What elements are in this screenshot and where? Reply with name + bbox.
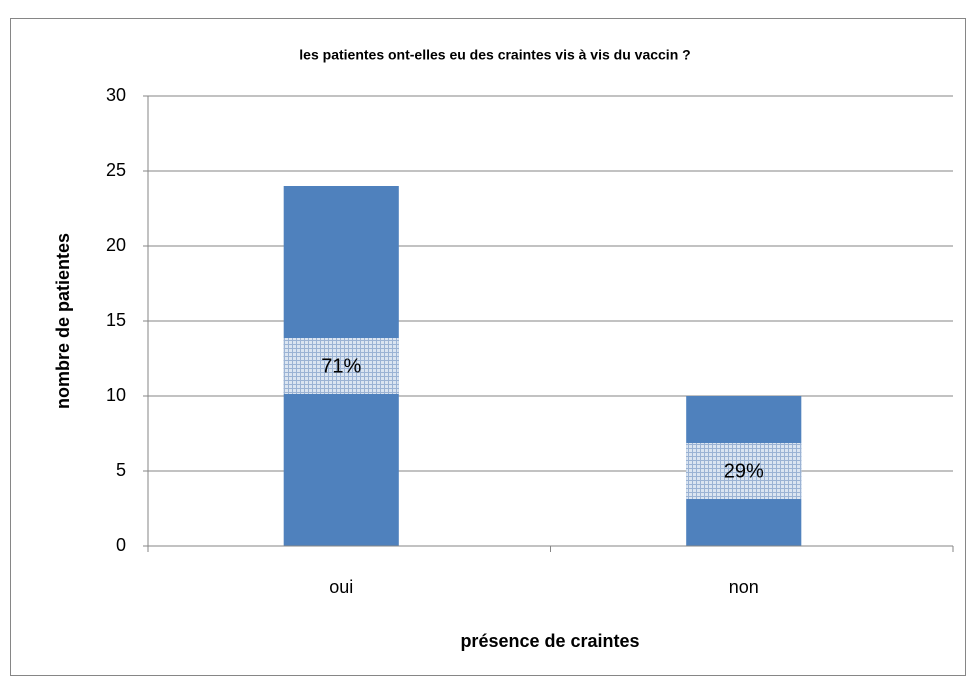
- label-background: [686, 443, 802, 499]
- y-tick-label: 25: [106, 160, 126, 180]
- data-label: 29%: [724, 460, 764, 482]
- y-tick-label: 5: [116, 460, 126, 480]
- y-tick-label: 10: [106, 385, 126, 405]
- chart-title: les patientes ont-elles eu des craintes …: [299, 47, 690, 63]
- data-label: 71%: [321, 355, 361, 377]
- y-tick-label: 15: [106, 310, 126, 330]
- y-tick-label: 20: [106, 235, 126, 255]
- label-background: [283, 338, 399, 394]
- y-axis-label: nombre de patientes: [53, 233, 73, 409]
- chart-frame: [10, 18, 966, 676]
- y-tick-label: 0: [116, 535, 126, 555]
- x-axis-label: présence de craintes: [460, 631, 639, 651]
- y-tick-label: 30: [106, 85, 126, 105]
- x-tick-label: oui: [329, 577, 353, 597]
- x-tick-label: non: [729, 577, 759, 597]
